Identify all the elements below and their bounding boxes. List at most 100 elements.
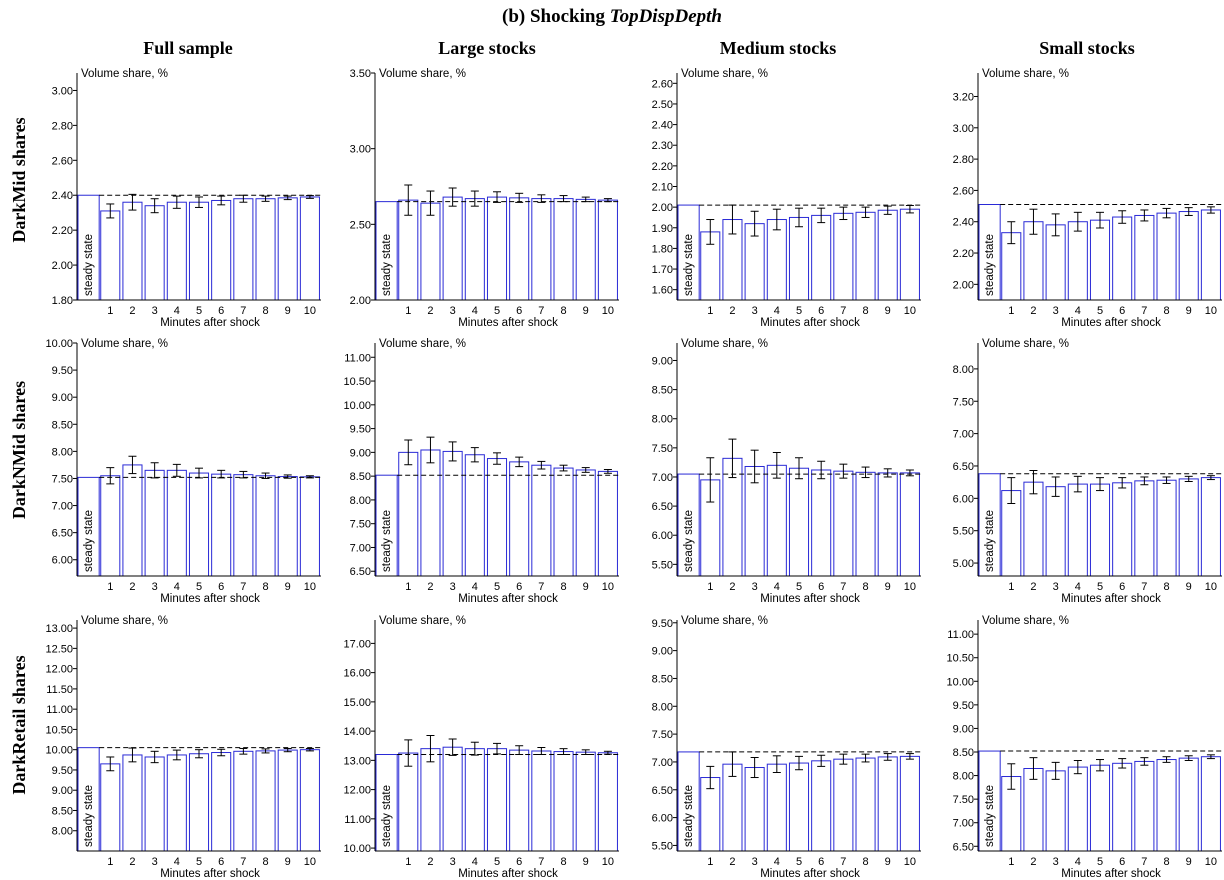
y-tick-label: 11.50 xyxy=(46,684,73,696)
y-tick-label: 8.00 xyxy=(52,446,73,458)
y-tick-label: 2.20 xyxy=(52,225,73,237)
bar xyxy=(166,469,187,577)
x-tick-label: 1 xyxy=(107,581,113,593)
bar xyxy=(531,750,552,852)
y-tick-label: 1.80 xyxy=(652,243,673,255)
bar xyxy=(509,749,530,852)
x-tick-label: 2 xyxy=(1030,581,1036,593)
bar xyxy=(100,475,121,577)
x-tick-label: 10 xyxy=(1205,305,1217,317)
x-tick-label: 1 xyxy=(1008,305,1014,317)
x-tick-label: 4 xyxy=(774,581,780,593)
x-tick-label: 7 xyxy=(1141,856,1147,868)
bar xyxy=(1156,212,1177,301)
y-axis-label: Volume share, % xyxy=(681,338,768,350)
bar xyxy=(877,209,898,301)
x-tick-label: 8 xyxy=(262,856,268,868)
y-tick-label: 8.50 xyxy=(52,419,73,431)
bar xyxy=(1045,770,1066,852)
x-tick-label: 8 xyxy=(1163,856,1169,868)
x-tick-label: 8 xyxy=(262,581,268,593)
bar xyxy=(211,473,232,577)
y-tick-label: 8.00 xyxy=(953,771,974,783)
y-tick-label: 2.40 xyxy=(953,217,974,229)
x-tick-label: 10 xyxy=(1205,581,1217,593)
steady-state-label: steady state xyxy=(83,785,95,847)
row-title-darkretail: DarkRetail shares xyxy=(9,655,29,794)
x-tick-label: 9 xyxy=(1186,856,1192,868)
x-tick-label: 6 xyxy=(818,305,824,317)
bar xyxy=(100,210,121,301)
bar xyxy=(553,467,574,577)
bar xyxy=(531,198,552,301)
x-tick-label: 3 xyxy=(1053,305,1059,317)
x-axis-label: Minutes after shock xyxy=(1061,593,1161,605)
y-tick-label: 10.00 xyxy=(343,400,371,412)
panel-1-3: 1.60 1.70 1.80 1.90 2.00 2.10 2.20 2.30 2.40 2.50… xyxy=(652,68,921,329)
y-tick-label: 6.50 xyxy=(52,528,73,540)
bar xyxy=(1112,762,1133,852)
x-tick-label: 9 xyxy=(1186,581,1192,593)
bar xyxy=(464,198,485,301)
y-tick-label: 10.50 xyxy=(45,724,73,736)
y-axis-label: Volume share, % xyxy=(681,615,768,627)
bar xyxy=(122,201,143,301)
y-tick-label: 7.50 xyxy=(350,519,371,531)
x-tick-label: 2 xyxy=(427,581,433,593)
y-tick-label: 3.50 xyxy=(350,68,371,80)
y-tick-label: 2.10 xyxy=(652,182,673,194)
bar xyxy=(899,472,920,577)
panel-1-2: 2.00 2.50 3.00 3.50 Volume share, % steady st… xyxy=(350,68,619,329)
x-tick-label: 3 xyxy=(1053,581,1059,593)
y-tick-label: 9.00 xyxy=(52,392,73,404)
panel-2-1: 6.00 6.50 7.00 7.50 8.00 8.50 9.00 9.50 10.00 Vol… xyxy=(45,338,321,605)
y-axis-label: Volume share, % xyxy=(379,615,466,627)
bar xyxy=(597,199,618,301)
y-tick-label: 3.00 xyxy=(350,144,371,156)
bar xyxy=(442,746,463,852)
bar xyxy=(766,219,787,301)
bar xyxy=(188,201,210,301)
x-tick-label: 3 xyxy=(152,856,158,868)
x-tick-label: 3 xyxy=(1053,856,1059,868)
bar xyxy=(855,471,876,577)
steady-state-label: steady state xyxy=(381,510,393,572)
y-tick-label: 11.00 xyxy=(344,352,371,364)
x-tick-label: 2 xyxy=(129,581,135,593)
x-tick-label: 6 xyxy=(218,581,224,593)
x-tick-label: 2 xyxy=(729,581,735,593)
x-tick-label: 7 xyxy=(538,856,544,868)
y-tick-label: 11.00 xyxy=(46,704,73,716)
y-tick-label: 2.00 xyxy=(652,202,673,214)
y-tick-label: 9.50 xyxy=(52,365,73,377)
y-tick-label: 8.00 xyxy=(953,364,974,376)
y-tick-label: 3.20 xyxy=(953,91,974,103)
bar xyxy=(855,211,876,301)
y-tick-label: 2.60 xyxy=(652,78,673,90)
y-axis-label: Volume share, % xyxy=(81,615,168,627)
x-tick-label: 5 xyxy=(494,581,500,593)
x-tick-label: 1 xyxy=(1008,856,1014,868)
y-axis-label: Volume share, % xyxy=(379,338,466,350)
panel-1-1: 1.80 2.00 2.20 2.40 2.60 2.80 3.00 Volume share… xyxy=(52,68,321,329)
bar xyxy=(1134,480,1155,577)
panel-3-2: 10.00 11.00 12.00 13.00 14.00 15.00 16.00 17.00… xyxy=(343,615,619,880)
x-tick-label: 1 xyxy=(107,856,113,868)
x-tick-label: 9 xyxy=(285,856,291,868)
bar xyxy=(575,198,596,301)
panel-2-2: 6.507.007.508.008.509.009.5010.0010.5011… xyxy=(343,338,619,605)
x-tick-label: 4 xyxy=(1075,856,1081,868)
bar xyxy=(1045,486,1066,577)
y-tick-label: 7.00 xyxy=(652,472,673,484)
bar xyxy=(1134,760,1155,852)
bar xyxy=(1023,768,1044,852)
x-tick-label: 6 xyxy=(818,581,824,593)
panel-3-4: 6.507.007.508.008.509.009.5010.0010.5011… xyxy=(946,615,1222,880)
y-tick-label: 6.50 xyxy=(652,501,673,513)
x-tick-label: 3 xyxy=(752,305,758,317)
x-tick-label: 5 xyxy=(494,305,500,317)
bar xyxy=(398,451,419,577)
bar xyxy=(597,752,618,852)
y-tick-label: 8.50 xyxy=(52,805,73,817)
